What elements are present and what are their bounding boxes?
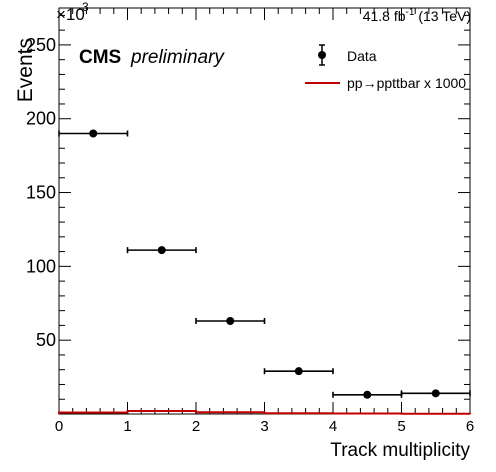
axes — [58, 7, 471, 415]
y-tick-label: 200 — [26, 109, 56, 129]
marks — [58, 129, 471, 415]
y-tick-label: 50 — [36, 330, 56, 350]
y-tick-label: 250 — [26, 35, 56, 55]
x-tick-label: 6 — [466, 418, 474, 435]
x-tick-label: 0 — [55, 418, 63, 435]
signal-histogram — [58, 410, 471, 415]
legend-label-signal: pp→ppttbar x 1000 — [347, 75, 466, 91]
y-axis-title: Events — [14, 38, 37, 102]
y-exponent-base: ×10 — [56, 5, 85, 24]
x-tick-label: 3 — [260, 418, 268, 435]
experiment-label: CMS — [79, 47, 121, 68]
x-axis-title: Track multiplicity — [330, 440, 470, 461]
y-tick-label: 150 — [26, 183, 56, 203]
legend-label-data: Data — [347, 48, 377, 64]
x-tick-label: 2 — [192, 418, 200, 435]
labels: 0 1 2 3 4 5 6 50 100 150 200 250 — [26, 35, 474, 435]
data-point — [363, 390, 372, 399]
x-tick-label: 4 — [329, 418, 337, 435]
x-tick-label: 5 — [397, 418, 405, 435]
data-point — [226, 316, 235, 325]
x-tick-label: 1 — [123, 418, 131, 435]
legend-marker-data — [318, 44, 326, 66]
data-point — [431, 389, 440, 398]
status-label: preliminary — [130, 47, 225, 68]
lumi-label: 41.8 fb-1 (13 TeV) — [363, 7, 471, 24]
y-tick-label: 100 — [26, 256, 56, 276]
data-point — [89, 129, 98, 138]
data-point — [157, 246, 166, 255]
y-exponent-power: 3 — [82, 0, 89, 14]
data-point — [294, 367, 303, 376]
plot-frame — [58, 7, 471, 415]
legend: Data pp→ppttbar x 1000 — [305, 44, 466, 91]
